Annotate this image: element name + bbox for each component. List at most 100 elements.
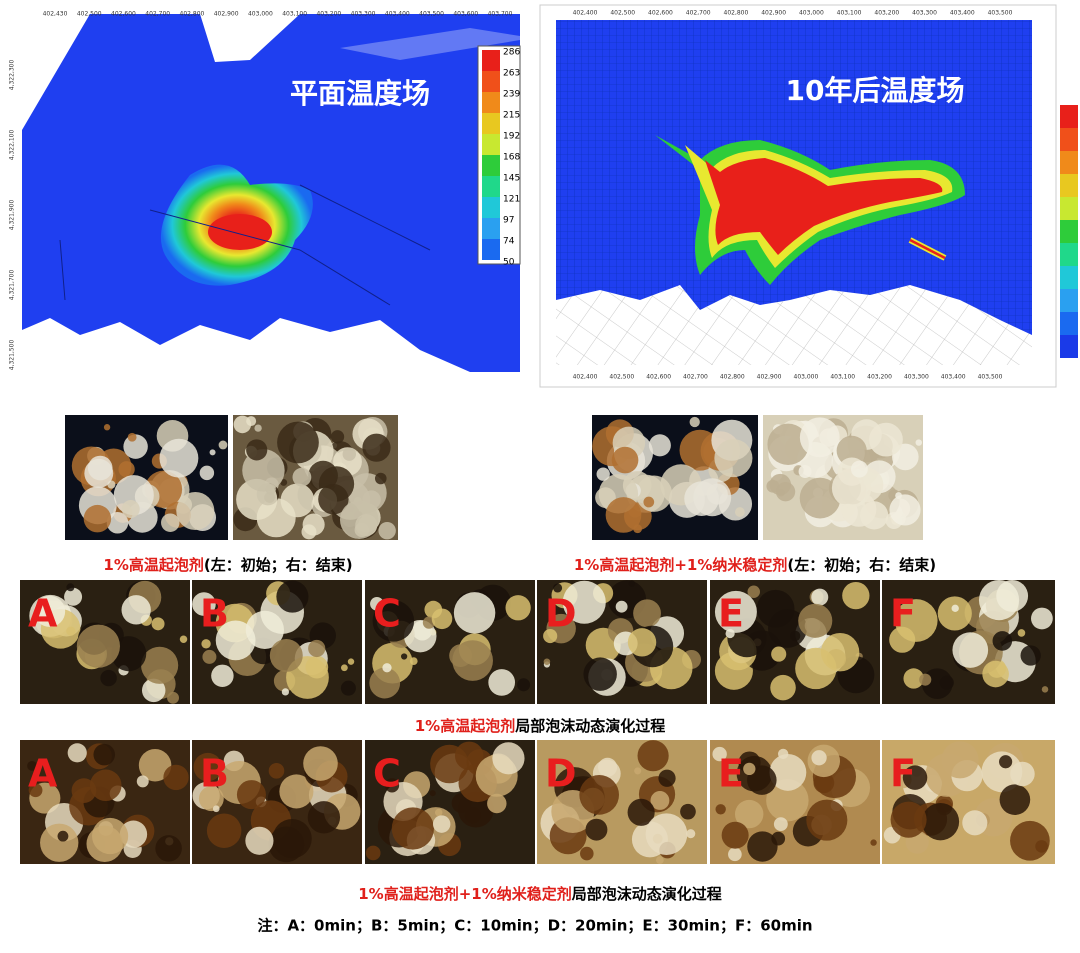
axis-tick-label: 402,430	[43, 11, 68, 18]
bubble	[430, 744, 469, 784]
bubble	[747, 831, 778, 862]
panel-letter: D	[545, 592, 577, 636]
bubble	[1010, 761, 1035, 787]
bubble	[771, 831, 786, 846]
bubble	[269, 638, 303, 672]
bubble	[605, 497, 642, 533]
bubble	[83, 504, 112, 533]
caption-text: 局部泡沫动态演化过程	[514, 717, 665, 735]
bubble	[307, 801, 341, 834]
right-map: 402,400 402,500 402,600 402,700 402,800 402,9…	[539, 4, 1078, 388]
colorbar-label: 239	[503, 90, 520, 100]
bubble	[155, 835, 182, 862]
panel-letter: B	[200, 752, 229, 796]
bubble	[999, 755, 1013, 769]
bubble	[650, 791, 670, 810]
bubble	[770, 674, 796, 701]
bubble	[211, 664, 234, 688]
bubble	[693, 478, 732, 517]
bubble	[842, 581, 870, 610]
bubble	[340, 664, 348, 672]
caption-text: 局部泡沫动态演化过程	[571, 885, 722, 903]
map-title: 10年后温度场	[786, 74, 965, 107]
axis-tick-label: 403,200	[867, 374, 892, 381]
photo	[65, 415, 228, 540]
axis-tick-label: 402,800	[724, 10, 749, 17]
bubble	[492, 742, 525, 775]
color-swatch	[1060, 312, 1078, 335]
bubble	[771, 646, 787, 662]
panel-letter: A	[28, 592, 58, 636]
axis-tick-label: 403,000	[799, 10, 824, 17]
bubble	[236, 780, 266, 810]
photo	[20, 580, 190, 704]
colorbar-label: 192	[503, 132, 520, 142]
bubble	[627, 798, 655, 826]
panel-letter: E	[718, 592, 744, 636]
note: 注：A：0min；B：5min；C：10min；D：20min；E：30min；…	[257, 917, 812, 935]
bubble	[596, 467, 610, 481]
bubble	[118, 461, 135, 478]
caption-text: (左：初始；右：结束)	[204, 556, 353, 574]
axis-tick-label: 403,000	[794, 374, 819, 381]
color-swatch	[1060, 197, 1078, 220]
bubble	[281, 688, 290, 696]
caption-highlight: 1%高温起泡剂	[415, 717, 515, 735]
photo	[882, 740, 1055, 864]
bubble	[999, 784, 1031, 815]
bubble	[725, 628, 735, 639]
bubble	[245, 826, 274, 855]
bubble	[209, 449, 216, 456]
bubble	[895, 492, 902, 499]
color-swatch	[482, 113, 500, 134]
bubble	[161, 513, 180, 532]
bubble	[915, 439, 922, 446]
bubble	[978, 580, 1020, 621]
bubble	[982, 660, 1009, 688]
axis-tick-label: 402,700	[145, 11, 170, 18]
axis-tick-label: 402,700	[683, 374, 708, 381]
bubble	[121, 500, 140, 519]
bubble	[505, 595, 531, 621]
bubble	[141, 646, 179, 684]
bubble	[362, 433, 391, 462]
axis-tick-label: 402,900	[757, 374, 782, 381]
axis-tick-label: 403,300	[351, 11, 376, 18]
bubble	[127, 432, 137, 442]
bubble	[756, 589, 795, 628]
colorbar-label: 145	[503, 174, 520, 184]
bubble	[159, 438, 199, 478]
bubble	[903, 668, 924, 689]
photo	[365, 740, 535, 864]
bubble	[76, 624, 120, 668]
bubble	[318, 483, 349, 515]
axis-tick-label: 403,600	[453, 11, 478, 18]
axis-tick-label: 403,300	[912, 10, 937, 17]
axis-tick-label: 403,400	[385, 11, 410, 18]
bubble	[615, 600, 628, 613]
photo	[710, 740, 880, 864]
bubble	[431, 608, 453, 630]
bubble	[268, 763, 285, 779]
caption: 1%高温起泡剂+1%纳米稳定剂局部泡沫动态演化过程	[358, 885, 722, 903]
bubble	[400, 653, 408, 660]
bubble	[714, 590, 757, 633]
bubble	[579, 775, 619, 815]
color-swatch	[1060, 105, 1078, 128]
bubble	[643, 496, 655, 508]
caption: 1%高温起泡剂(左：初始；右：结束)	[103, 556, 352, 574]
bubble	[233, 415, 252, 434]
bubble	[264, 492, 276, 503]
bubble	[562, 580, 606, 624]
axis-tick-label: 403,100	[837, 10, 862, 17]
bubble	[890, 801, 927, 838]
bubble	[795, 647, 837, 690]
bubble	[179, 635, 188, 644]
bubble	[714, 439, 753, 478]
bubble	[434, 808, 443, 817]
color-swatch	[1060, 289, 1078, 312]
caption-highlight: 1%高温起泡剂+1%纳米稳定剂	[358, 885, 572, 903]
axis-tick-label: 402,700	[686, 10, 711, 17]
color-swatch	[482, 218, 500, 239]
bubble	[340, 680, 356, 696]
